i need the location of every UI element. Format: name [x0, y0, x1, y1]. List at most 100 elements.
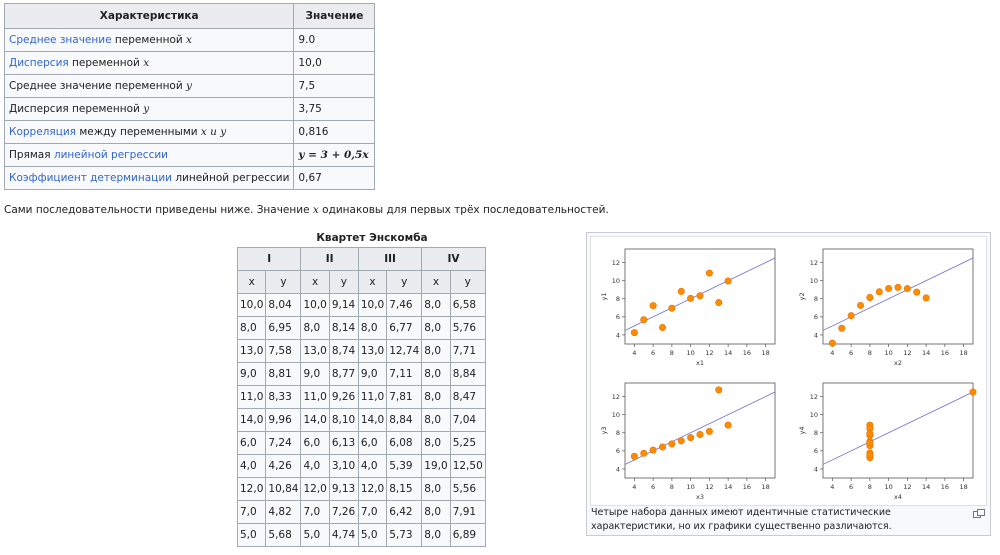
value-header: Значение: [293, 3, 376, 29]
value-cell: 0,67: [293, 166, 376, 190]
table-cell: 8,84: [449, 362, 486, 386]
table-cell: 5,0: [357, 523, 388, 547]
cell-text: между переменными: [75, 126, 201, 138]
table-cell: 9,0: [236, 362, 267, 386]
table-cell: 5,56: [449, 477, 486, 501]
correlation-link[interactable]: Корреляция: [9, 126, 76, 138]
table-cell: 14,0: [236, 408, 267, 432]
table-cell: 8,0: [421, 477, 451, 501]
y-tick-label: 6: [616, 313, 620, 321]
characteristic-cell: Среднее значение переменной x: [3, 28, 295, 52]
table-cell: 4,74: [328, 523, 359, 547]
group-header-row: I II III IV: [236, 247, 486, 271]
x-tick-label: 14: [724, 349, 732, 357]
x-tick-label: 16: [743, 349, 751, 357]
table-cell: 11,0: [300, 385, 330, 409]
group-header-iv: IV: [421, 247, 486, 271]
y-tick-label: 4: [814, 465, 818, 473]
data-point: [668, 304, 676, 312]
regression-line: [822, 257, 974, 331]
regression-line: [822, 391, 974, 465]
characteristic-cell: Дисперсия переменной y: [3, 97, 295, 121]
cell-text: Среднее значение переменной: [9, 80, 187, 92]
plot-frame: [822, 382, 974, 479]
table-cell: 9,13: [328, 477, 359, 501]
anscombe-figure: 4 6 8 10 12 14 16 18 4 6 8 10 12 x1 y1 4 6 8 10 12 14 16 18 4 6 8…: [586, 232, 991, 536]
table-cell: 10,0: [357, 293, 388, 317]
table-cell: 8,81: [265, 362, 302, 386]
table-cell: 12,0: [236, 477, 267, 501]
y-axis-label: y2: [798, 293, 806, 301]
figure-image[interactable]: 4 6 8 10 12 14 16 18 4 6 8 10 12 x1 y1 4 6 8 10 12 14 16 18 4 6 8…: [590, 236, 987, 506]
table-cell: 6,95: [265, 316, 302, 340]
table-cell: 6,0: [236, 431, 267, 455]
plot-frame: [624, 248, 776, 345]
determination-coefficient-link[interactable]: Коэффициент детерминации: [9, 172, 172, 184]
table-cell: 7,58: [265, 339, 302, 363]
x-tick-label: 16: [941, 483, 949, 491]
x-tick-label: 14: [922, 483, 930, 491]
table-cell: 6,0: [357, 431, 388, 455]
quartet-caption: Квартет Энскомба: [316, 232, 428, 244]
x-tick-label: 6: [651, 349, 655, 357]
x-tick-label: 10: [686, 483, 694, 491]
table-cell: 7,04: [449, 408, 486, 432]
y-tick-label: 8: [616, 429, 620, 437]
table-cell: 13,0: [300, 339, 330, 363]
mean-link[interactable]: Среднее значение: [9, 34, 112, 46]
linear-regression-link[interactable]: линейной регрессии: [53, 149, 168, 161]
table-row: 10,0 8,04 10,0 9,14 10,0 7,46 8,0 6,58: [236, 293, 486, 317]
table-cell: 8,0: [421, 523, 451, 547]
math-y: y: [186, 80, 192, 92]
sub-header-y: y: [328, 270, 359, 294]
table-cell: 12,0: [357, 477, 388, 501]
math-x: x: [312, 204, 319, 216]
data-point: [640, 449, 648, 457]
table-cell: 4,26: [265, 454, 302, 478]
data-point: [659, 324, 667, 332]
table-cell: 6,08: [386, 431, 423, 455]
table-cell: 14,0: [300, 408, 330, 432]
math-y: y: [143, 103, 150, 115]
data-point: [677, 287, 685, 295]
table-cell: 5,39: [386, 454, 423, 478]
table-cell: 5,76: [449, 316, 486, 340]
table-cell: 8,0: [236, 316, 267, 340]
cell-text: переменной: [68, 57, 144, 69]
data-point: [705, 427, 713, 435]
data-point: [659, 443, 667, 451]
table-row: Среднее значение переменной x 9.0: [3, 28, 376, 52]
x-tick-label: 12: [903, 349, 911, 357]
data-point: [866, 451, 874, 459]
table-row: Коэффициент детерминации линейной регрес…: [3, 166, 376, 190]
variance-link[interactable]: Дисперсия: [9, 57, 69, 69]
math-x-and-y: x и y: [200, 126, 227, 138]
y-axis-label: y3: [600, 427, 608, 435]
x-tick-label: 8: [670, 349, 674, 357]
table-cell: 6,0: [300, 431, 330, 455]
statistics-table: Характеристика Значение Среднее значение…: [3, 3, 376, 190]
table-cell: 19,0: [421, 454, 451, 478]
x-tick-label: 14: [922, 349, 930, 357]
y-tick-label: 12: [810, 393, 818, 401]
table-row: 11,0 8,33 11,0 9,26 11,0 7,81 8,0 8,47: [236, 385, 486, 409]
table-cell: 8,04: [265, 293, 302, 317]
value-cell: 0,816: [293, 120, 376, 144]
data-point: [696, 430, 704, 438]
y-tick-label: 12: [612, 259, 620, 267]
enlarge-icon[interactable]: [973, 509, 985, 519]
table-row: 12,0 10,84 12,0 9,13 12,0 8,15 8,0 5,56: [236, 477, 486, 501]
table-cell: 12,74: [386, 339, 423, 363]
data-point: [922, 294, 930, 302]
characteristic-cell: Корреляция между переменными x и y: [3, 120, 295, 144]
y-tick-label: 10: [612, 411, 620, 419]
y-tick-label: 12: [612, 393, 620, 401]
y-tick-label: 4: [616, 331, 620, 339]
x-tick-label: 8: [670, 483, 674, 491]
characteristic-cell: Среднее значение переменной y: [3, 74, 295, 98]
table-cell: 10,84: [265, 477, 302, 501]
x-tick-label: 12: [705, 349, 713, 357]
table-row: Корреляция между переменными x и y 0,816: [3, 120, 376, 144]
table-cell: 11,0: [236, 385, 267, 409]
